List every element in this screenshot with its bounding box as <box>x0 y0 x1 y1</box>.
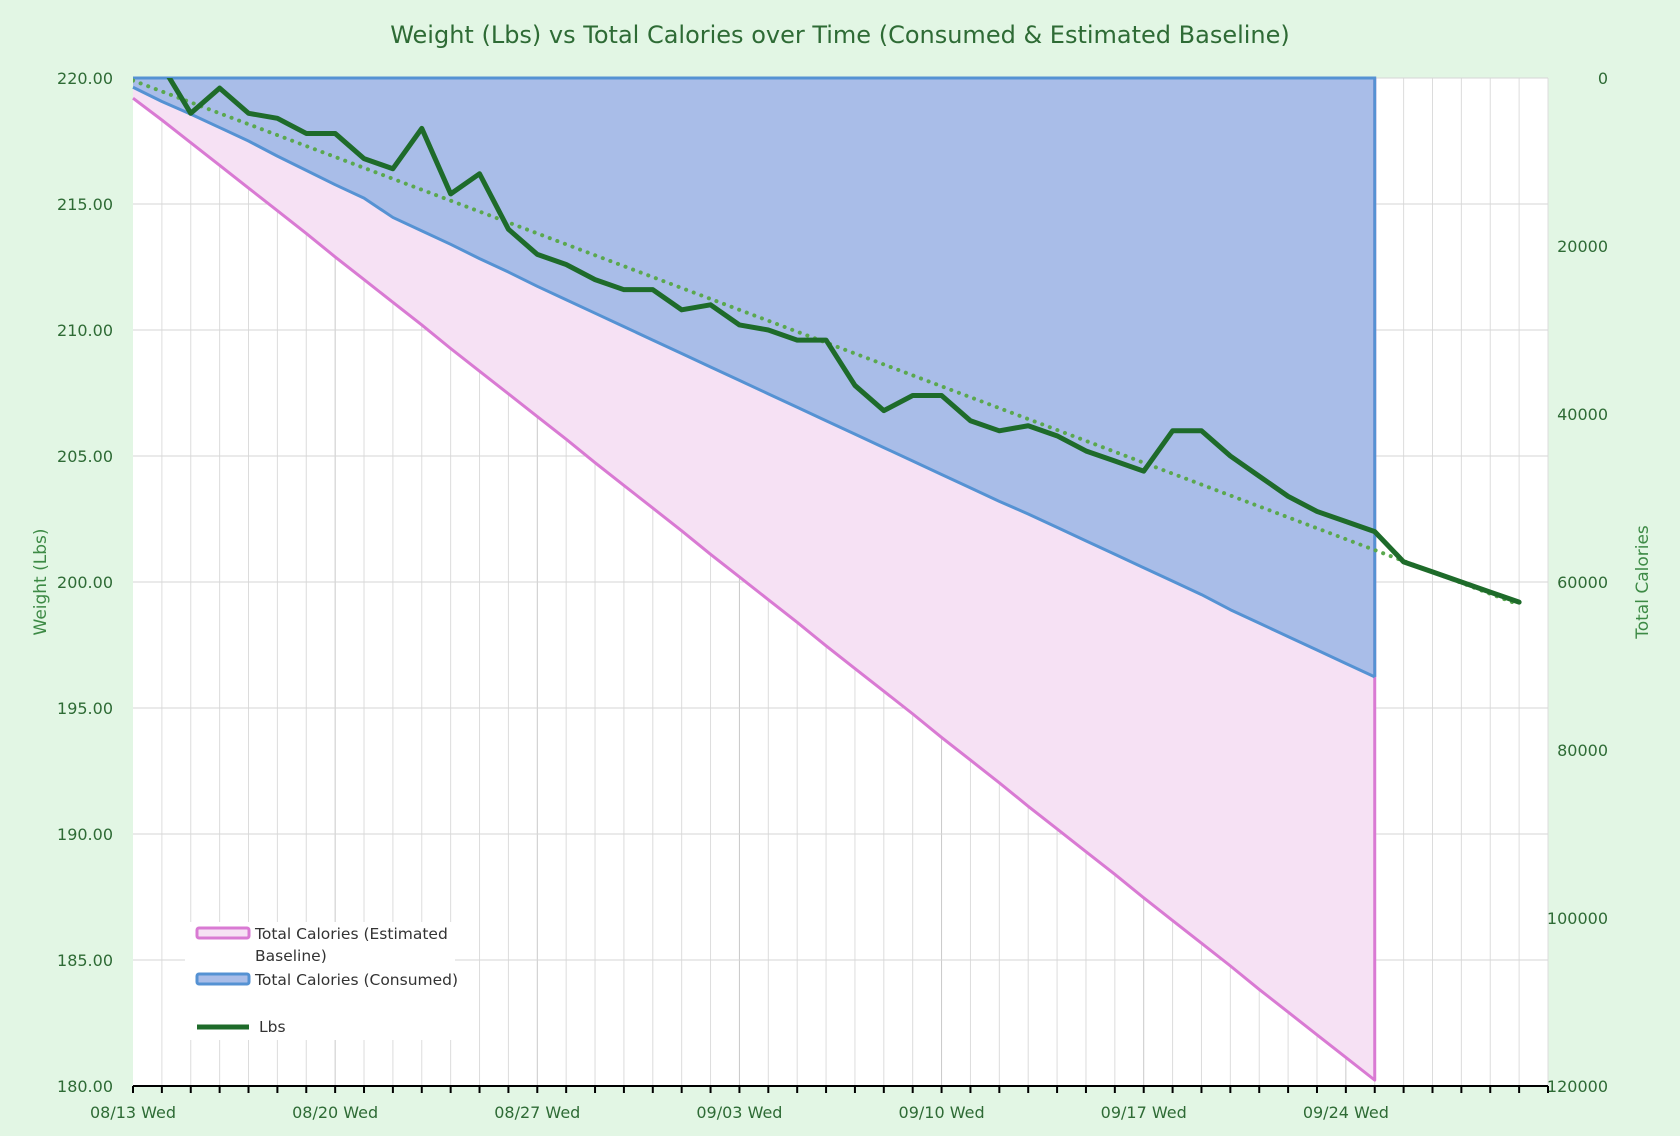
y2-tick-label: 80000 <box>1557 741 1608 760</box>
y-tick-label: 205.00 <box>57 447 113 466</box>
y-axis-label: Weight (Lbs) <box>31 528 51 635</box>
x-tick-label: 08/20 Wed <box>292 1103 378 1122</box>
y2-tick-label: 100000 <box>1547 909 1608 928</box>
legend-label-lbs: Lbs <box>259 1018 286 1036</box>
x-tick-label: 08/27 Wed <box>494 1103 580 1122</box>
legend-swatch-consumed <box>195 972 251 986</box>
consumed-area-line <box>132 85 1376 679</box>
baseline-area-line <box>132 78 1377 1082</box>
area-layer <box>132 76 1377 1082</box>
chart-title: Weight (Lbs) vs Total Calories over Time… <box>390 21 1290 49</box>
y2-tick-label: 40000 <box>1557 405 1608 424</box>
y-tick-label: 180.00 <box>57 1077 113 1096</box>
legend-label-baseline: Total Calories (Estimated Baseline) <box>254 925 453 965</box>
lbs-line <box>166 78 1522 605</box>
y-tick-label: 220.00 <box>57 69 113 88</box>
y-tick-label: 190.00 <box>57 825 113 844</box>
y-tick-label: 185.00 <box>57 951 113 970</box>
y2-tick-label: 60000 <box>1557 573 1608 592</box>
y-tick-label: 200.00 <box>57 573 113 592</box>
x-tick-label: 09/10 Wed <box>899 1103 985 1122</box>
x-tick-label: 09/24 Wed <box>1303 1103 1389 1122</box>
x-tick-label: 08/13 Wed <box>90 1103 176 1122</box>
x-tick-label: 09/03 Wed <box>696 1103 782 1122</box>
y-tick-label: 210.00 <box>57 321 113 340</box>
legend-swatch-baseline <box>195 926 251 940</box>
y2-tick-label: 0 <box>1598 69 1608 88</box>
consumed-area-fill <box>133 78 1375 677</box>
line-layer <box>133 78 1522 607</box>
y2-tick-label: 120000 <box>1547 1077 1608 1096</box>
y-tick-label: 195.00 <box>57 699 113 718</box>
legend-label-consumed: Total Calories (Consumed) <box>254 971 458 989</box>
x-tick-label: 09/17 Wed <box>1101 1103 1187 1122</box>
tick-layer: 08/13 Wed 08/20 Wed 08/27 Wed 09/03 Wed 09/1… <box>57 69 1608 1122</box>
legend: Total Calories (Estimated Baseline) Tota… <box>185 922 458 1040</box>
y2-tick-label: 20000 <box>1557 237 1608 256</box>
axis-layer <box>132 1085 1549 1093</box>
y2-axis-label: Total Calories <box>1633 525 1653 640</box>
y-tick-label: 215.00 <box>57 195 113 214</box>
consumed-area-edge <box>133 76 1377 677</box>
